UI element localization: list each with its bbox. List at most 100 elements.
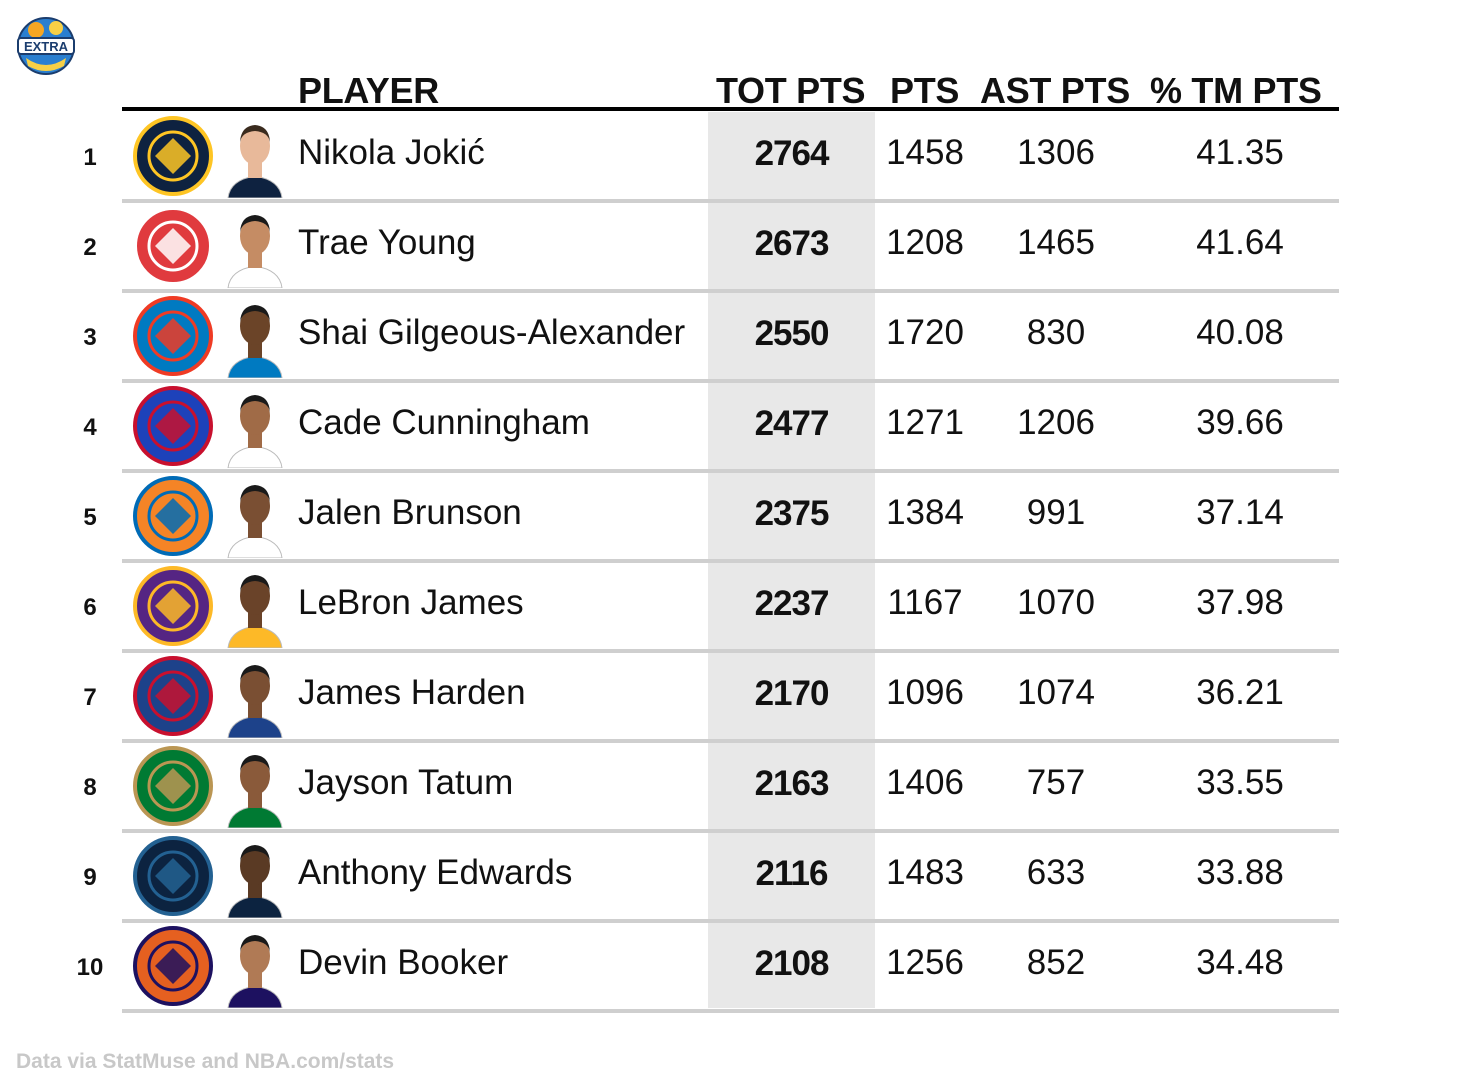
- rank: 8: [83, 774, 97, 801]
- pts-value: 1271: [886, 403, 964, 442]
- ast-pts-value: 1465: [1017, 223, 1095, 262]
- rank: 2: [83, 234, 97, 261]
- player-headshot: [224, 924, 286, 1008]
- table-row: 9 Anthony Edwards 2116 1483 633 33.88: [0, 832, 1460, 923]
- player-name: Shai Gilgeous-Alexander: [298, 313, 686, 352]
- player-headshot: [224, 564, 286, 648]
- row-divider: [122, 379, 1339, 383]
- table-row: 5 Jalen Brunson 2375 1384 991 37.14: [0, 472, 1460, 563]
- pct-tm-pts-value: 37.14: [1196, 493, 1284, 532]
- tot-pts-value: 2170: [754, 674, 830, 713]
- player-headshot: [224, 384, 286, 468]
- pct-tm-pts-value: 41.35: [1196, 133, 1284, 172]
- tot-pts-value: 2116: [755, 854, 829, 893]
- ast-pts-value: 1074: [1017, 673, 1095, 712]
- boston-celtics-logo: [133, 746, 213, 826]
- tot-pts-value: 2477: [754, 404, 830, 443]
- header-pct-tm-pts: % TM PTS: [1150, 70, 1322, 111]
- player-name: Cade Cunningham: [298, 403, 590, 442]
- los-angeles-lakers-logo: [133, 566, 213, 646]
- pts-value: 1384: [886, 493, 964, 532]
- table-row: 7 James Harden 2170 1096 1074 36.21: [0, 652, 1460, 743]
- pts-value: 1483: [886, 853, 964, 892]
- ast-pts-value: 633: [1026, 853, 1086, 892]
- header-tot-pts: TOT PTS: [716, 70, 866, 111]
- tot-pts-value: 2237: [754, 584, 830, 623]
- extra-logo: EXTRA: [17, 17, 75, 75]
- tot-pts-value: 2673: [754, 224, 830, 263]
- header-rule: [122, 107, 1339, 111]
- rank: 10: [76, 954, 104, 981]
- player-headshot: [224, 114, 286, 198]
- table-row: 8 Jayson Tatum 2163 1406 757 33.55: [0, 742, 1460, 833]
- tot-pts-value: 2163: [754, 764, 830, 803]
- pts-value: 1406: [886, 763, 964, 802]
- denver-nuggets-logo: [133, 116, 213, 196]
- header-ast-pts: AST PTS: [980, 70, 1130, 111]
- row-divider: [122, 829, 1339, 833]
- table-row: 6 LeBron James 2237 1167 1070 37.98: [0, 562, 1460, 653]
- rank: 1: [83, 144, 97, 171]
- player-name: Nikola Jokić: [298, 133, 485, 172]
- ast-pts-value: 757: [1026, 763, 1086, 802]
- player-headshot: [224, 204, 286, 288]
- row-divider: [122, 739, 1339, 743]
- table-row: 4 Cade Cunningham 2477 1271 1206 39.66: [0, 382, 1460, 473]
- header-pts: PTS: [890, 70, 960, 111]
- row-divider: [122, 559, 1339, 563]
- pts-value: 1096: [886, 673, 964, 712]
- player-name: Jayson Tatum: [298, 763, 514, 802]
- pct-tm-pts-value: 37.98: [1196, 583, 1284, 622]
- row-divider: [122, 1009, 1339, 1013]
- player-name: Jalen Brunson: [298, 493, 522, 532]
- atlanta-hawks-logo: [133, 206, 213, 286]
- new-york-knicks-logo: [133, 476, 213, 556]
- table-row: 2 Trae Young 2673 1208 1465 41.64: [0, 202, 1460, 293]
- minnesota-timberwolves-logo: [133, 836, 213, 916]
- table-row: 10 Devin Booker 2108 1256 852 34.48: [0, 922, 1460, 1013]
- extra-logo-text: EXTRA: [24, 39, 69, 54]
- pts-value: 1458: [886, 133, 964, 172]
- pts-value: 1256: [886, 943, 964, 982]
- row-divider: [122, 289, 1339, 293]
- header-player: PLAYER: [298, 70, 439, 111]
- rank: 7: [83, 684, 97, 711]
- pct-tm-pts-value: 33.88: [1196, 853, 1284, 892]
- rank: 5: [83, 504, 97, 531]
- phoenix-suns-logo: [133, 926, 213, 1006]
- ast-pts-value: 1206: [1017, 403, 1095, 442]
- rank: 6: [83, 594, 97, 621]
- ast-pts-value: 1306: [1017, 133, 1095, 172]
- pct-tm-pts-value: 33.55: [1196, 763, 1284, 802]
- row-divider: [122, 469, 1339, 473]
- rank: 3: [83, 324, 97, 351]
- player-headshot: [224, 744, 286, 828]
- tot-pts-value: 2375: [754, 494, 830, 533]
- row-divider: [122, 649, 1339, 653]
- ast-pts-value: 830: [1026, 313, 1086, 352]
- table-row: 1 Nikola Jokić 2764 1458 1306 41.35: [0, 112, 1460, 203]
- player-name: LeBron James: [298, 583, 524, 622]
- player-name: Anthony Edwards: [298, 853, 573, 892]
- row-divider: [122, 199, 1339, 203]
- player-headshot: [224, 474, 286, 558]
- row-divider: [122, 919, 1339, 923]
- pct-tm-pts-value: 36.21: [1196, 673, 1284, 712]
- detroit-pistons-logo: [133, 386, 213, 466]
- table-row: 3 Shai Gilgeous-Alexander 2550 1720 830 40.08: [0, 292, 1460, 383]
- la-clippers-logo: [133, 656, 213, 736]
- data-source-footer: Data via StatMuse and NBA.com/stats: [16, 1050, 395, 1073]
- player-headshot: [224, 654, 286, 738]
- tot-pts-value: 2108: [754, 944, 830, 983]
- tot-pts-value: 2550: [754, 314, 830, 353]
- pct-tm-pts-value: 39.66: [1196, 403, 1284, 442]
- player-name: Devin Booker: [298, 943, 509, 982]
- ast-pts-value: 991: [1026, 493, 1086, 532]
- okc-thunder-logo: [133, 296, 213, 376]
- tot-pts-value: 2764: [754, 134, 830, 173]
- player-headshot: [224, 834, 286, 918]
- rank: 4: [83, 414, 97, 441]
- pts-value: 1167: [887, 583, 963, 622]
- ast-pts-value: 852: [1026, 943, 1086, 982]
- pts-value: 1208: [886, 223, 964, 262]
